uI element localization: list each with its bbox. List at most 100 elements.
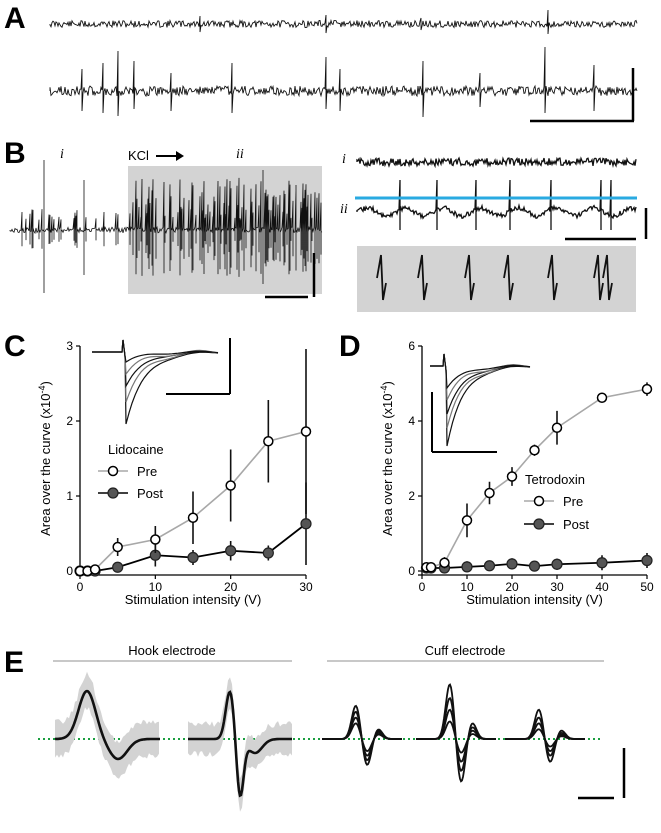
chart-c-point-pre xyxy=(225,480,236,491)
chart-d-legend-post-label: Post xyxy=(563,517,589,532)
extracted-spike xyxy=(602,254,613,301)
chart-c-legend-title: Lidocaine xyxy=(108,442,164,457)
chart-c-point-pre xyxy=(112,541,123,553)
chart-d-point-pre xyxy=(551,422,563,433)
chart-d-y-tick-label: 2 xyxy=(408,489,415,503)
cuff-unit-3-waveform xyxy=(505,708,585,763)
panel-b-trace-ii xyxy=(356,179,637,230)
chart-c-y-tick-label: 1 xyxy=(66,489,73,503)
chart-c-inset-traces xyxy=(92,339,219,425)
trace-a-top xyxy=(49,9,638,35)
inset-trace xyxy=(92,339,219,425)
trace-a-bottom xyxy=(49,46,638,118)
inset-trace xyxy=(430,353,531,390)
chart-c-point-pre xyxy=(300,426,312,437)
chart-d-point-pre xyxy=(529,445,540,456)
hook-unit-2-mean xyxy=(188,690,292,798)
chart-c-point-pre xyxy=(187,512,199,523)
chart-c-legend-pre-label: Pre xyxy=(137,464,157,479)
chart-d-point-pre xyxy=(439,557,450,568)
panel-label-a: A xyxy=(4,2,26,35)
chart-d-point-pre xyxy=(425,562,437,573)
chart-d-point-post xyxy=(461,561,473,573)
panel-b-right-scalebar xyxy=(565,208,648,241)
chart-c-y-tick-label: 0 xyxy=(66,564,73,578)
chart-d-inset-traces xyxy=(430,353,531,447)
chart-c-x-tick-label: 10 xyxy=(149,580,163,594)
chart-d-legend-pre: Pre xyxy=(524,494,583,509)
chart-d-y-tick-label: 0 xyxy=(408,564,415,578)
chart-d-point-pre xyxy=(641,383,653,395)
chart-c-inset-scalebar xyxy=(166,338,231,395)
trace-i-path xyxy=(356,156,637,169)
trace-ii-path xyxy=(356,179,637,230)
inset-trace xyxy=(430,353,531,401)
chart-c-x-tick-label: 0 xyxy=(77,580,84,594)
inset-trace xyxy=(92,339,219,403)
chart-c-point-post xyxy=(112,561,124,573)
label-i: i xyxy=(60,147,64,162)
extracted-spike xyxy=(376,254,387,301)
chart-d-x-tick-label: 0 xyxy=(419,580,426,594)
panel-a-traces xyxy=(49,9,638,118)
panel-b-scalebar xyxy=(265,253,316,299)
hook-electrode-title: Hook electrode xyxy=(128,643,215,658)
chart-c-x-tick-label: 20 xyxy=(224,580,238,594)
chart-d-point-post xyxy=(641,554,653,567)
chart-c-legend-pre: Pre xyxy=(98,464,157,479)
panel-b-trace-i xyxy=(356,156,637,169)
extracted-spike xyxy=(417,254,428,301)
extracted-spike xyxy=(593,254,604,301)
chart-c-y-axis-label: Area over the curve (x10-4) xyxy=(37,381,53,536)
chart-c-legend-post: Post xyxy=(98,486,163,501)
chart-d-point-pre xyxy=(484,487,495,499)
chart-d-series-pre-line xyxy=(426,388,648,569)
chart-d-legend-pre-label: Pre xyxy=(563,494,583,509)
chart-c-x-tick-label: 30 xyxy=(299,580,313,594)
chart-d-x-tick-label: 40 xyxy=(595,580,609,594)
hook-unit-1-cloud xyxy=(55,671,159,779)
chart-d-x-axis-label: Stimulation intensity (V) xyxy=(466,592,603,607)
inset-trace xyxy=(92,339,219,363)
chart-c-x-axis-label: Stimulation intensity (V) xyxy=(125,592,262,607)
cuff-unit-1-waveform xyxy=(322,704,402,766)
panel-label-d: D xyxy=(339,330,361,363)
chart-d: 0 2 4 6 0 10 20 30 40 50 Stimulation intensity (V)… xyxy=(379,339,654,607)
inset-trace xyxy=(430,353,531,447)
chart-c-point-post xyxy=(262,547,274,559)
panel-label-e: E xyxy=(4,646,24,679)
label-ii: ii xyxy=(236,147,244,162)
hook-unit-1-mean xyxy=(54,689,160,761)
long-trace-path xyxy=(9,160,323,293)
panel-e-waveforms xyxy=(54,671,585,812)
panel-label-b: B xyxy=(4,137,26,170)
chart-d-y-axis-label: Area over the curve (x10-4) xyxy=(379,381,395,536)
panel-label-c: C xyxy=(4,330,26,363)
spike-box xyxy=(357,246,636,312)
chart-c-y-tick-label: 3 xyxy=(66,339,73,353)
chart-d-series-post-line xyxy=(426,559,648,569)
panel-b-long-trace xyxy=(9,160,323,293)
chart-c-point-post xyxy=(225,545,237,557)
kcl-label: KCl xyxy=(128,148,149,163)
cuff-unit-2-waveform xyxy=(416,683,496,783)
right-label-i: i xyxy=(342,152,346,167)
inset-trace xyxy=(92,339,219,376)
chart-d-point-pre xyxy=(461,515,473,526)
chart-d-x-tick-label: 10 xyxy=(460,580,474,594)
chart-c-point-pre xyxy=(263,436,274,447)
chart-c-point-post xyxy=(187,551,199,564)
chart-d-point-post xyxy=(596,557,608,569)
extracted-spikes xyxy=(376,254,613,301)
chart-d-y-tick-label: 4 xyxy=(408,414,415,428)
chart-d-point-pre xyxy=(506,471,518,482)
cuff-electrode-title: Cuff electrode xyxy=(425,643,506,658)
right-label-ii: ii xyxy=(340,202,348,217)
chart-d-x-tick-label: 20 xyxy=(505,580,519,594)
chart-d-point-post xyxy=(506,558,518,570)
chart-d-y-tick-label: 6 xyxy=(408,339,415,353)
chart-d-point-post xyxy=(483,560,496,572)
extracted-spike xyxy=(547,254,558,301)
